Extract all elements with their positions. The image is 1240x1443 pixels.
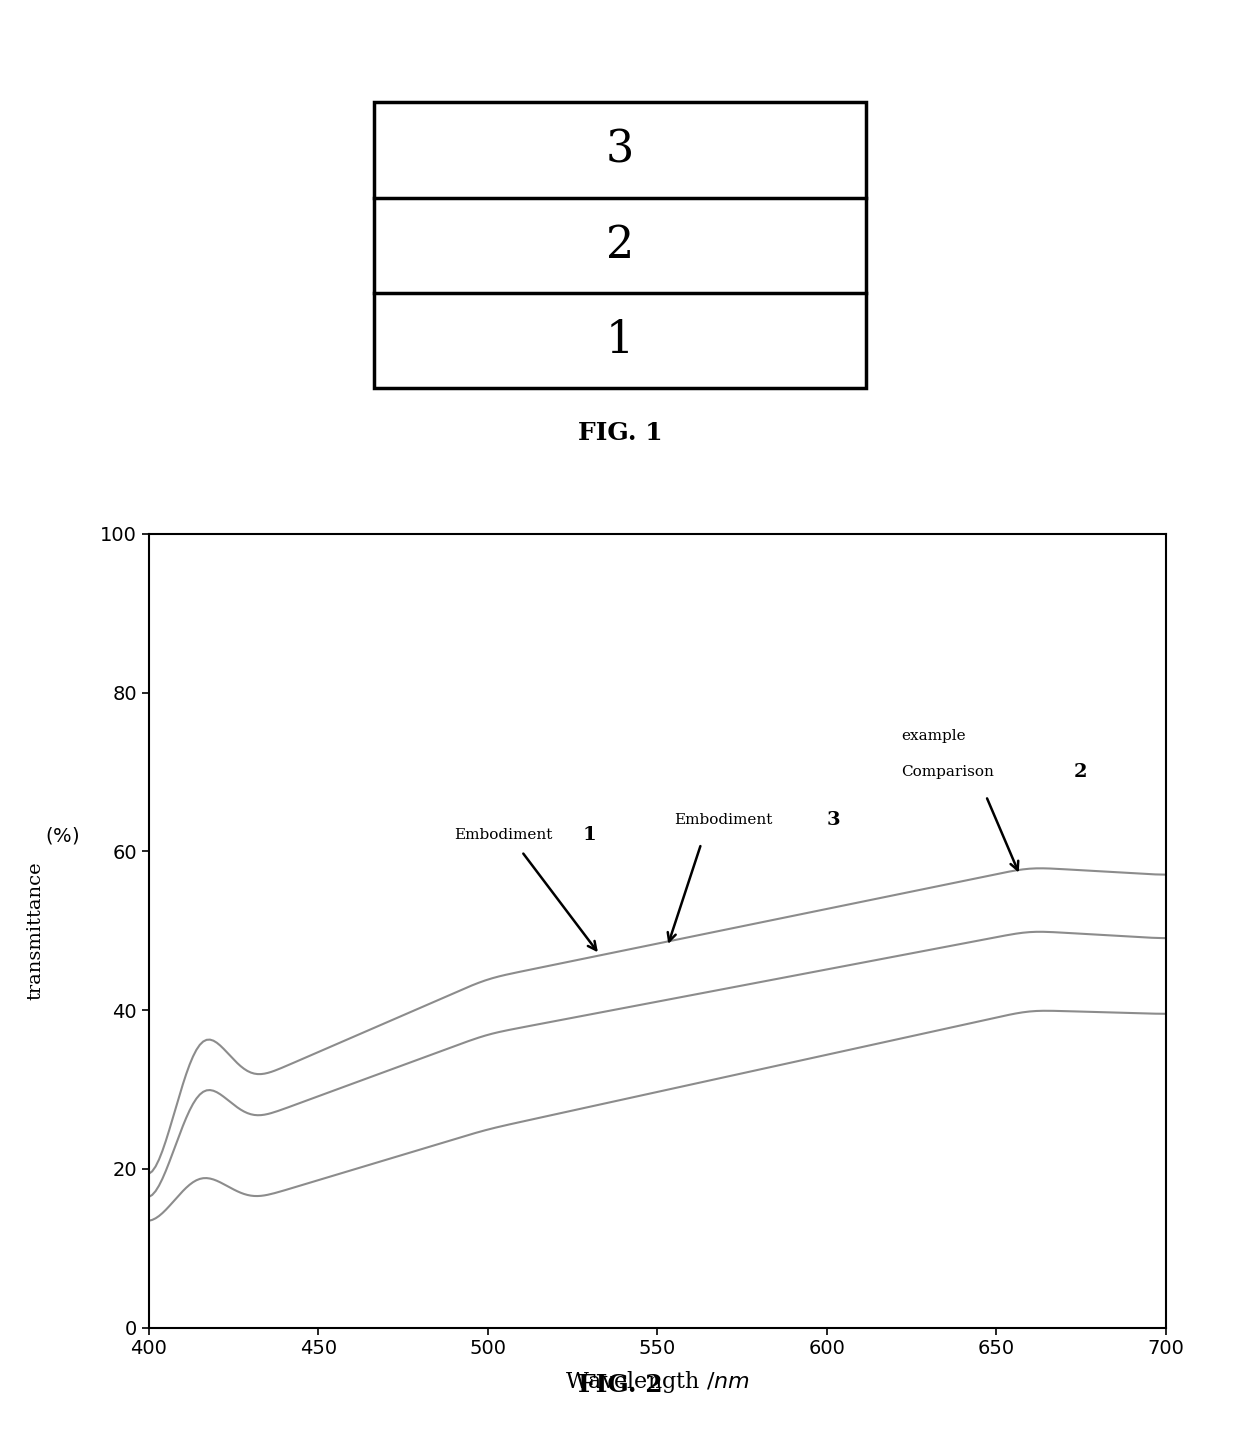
Bar xyxy=(374,102,866,388)
Text: example: example xyxy=(901,729,966,743)
Text: Comparison: Comparison xyxy=(901,765,994,779)
Text: 2: 2 xyxy=(1074,763,1087,781)
Text: Embodiment: Embodiment xyxy=(454,828,552,843)
Y-axis label: transmittance: transmittance xyxy=(26,861,45,1000)
Text: Embodiment: Embodiment xyxy=(675,812,773,827)
Text: FIG. 2: FIG. 2 xyxy=(578,1374,662,1397)
Text: 3: 3 xyxy=(827,811,841,828)
Text: 1: 1 xyxy=(583,827,596,844)
Text: FIG. 1: FIG. 1 xyxy=(578,421,662,444)
Text: 1: 1 xyxy=(606,319,634,362)
Text: 2: 2 xyxy=(606,224,634,267)
Text: $(\%)$: $(\%)$ xyxy=(46,825,79,846)
X-axis label: Wavelength $/\mathit{nm}$: Wavelength $/\mathit{nm}$ xyxy=(564,1369,750,1395)
Text: 3: 3 xyxy=(606,128,634,172)
